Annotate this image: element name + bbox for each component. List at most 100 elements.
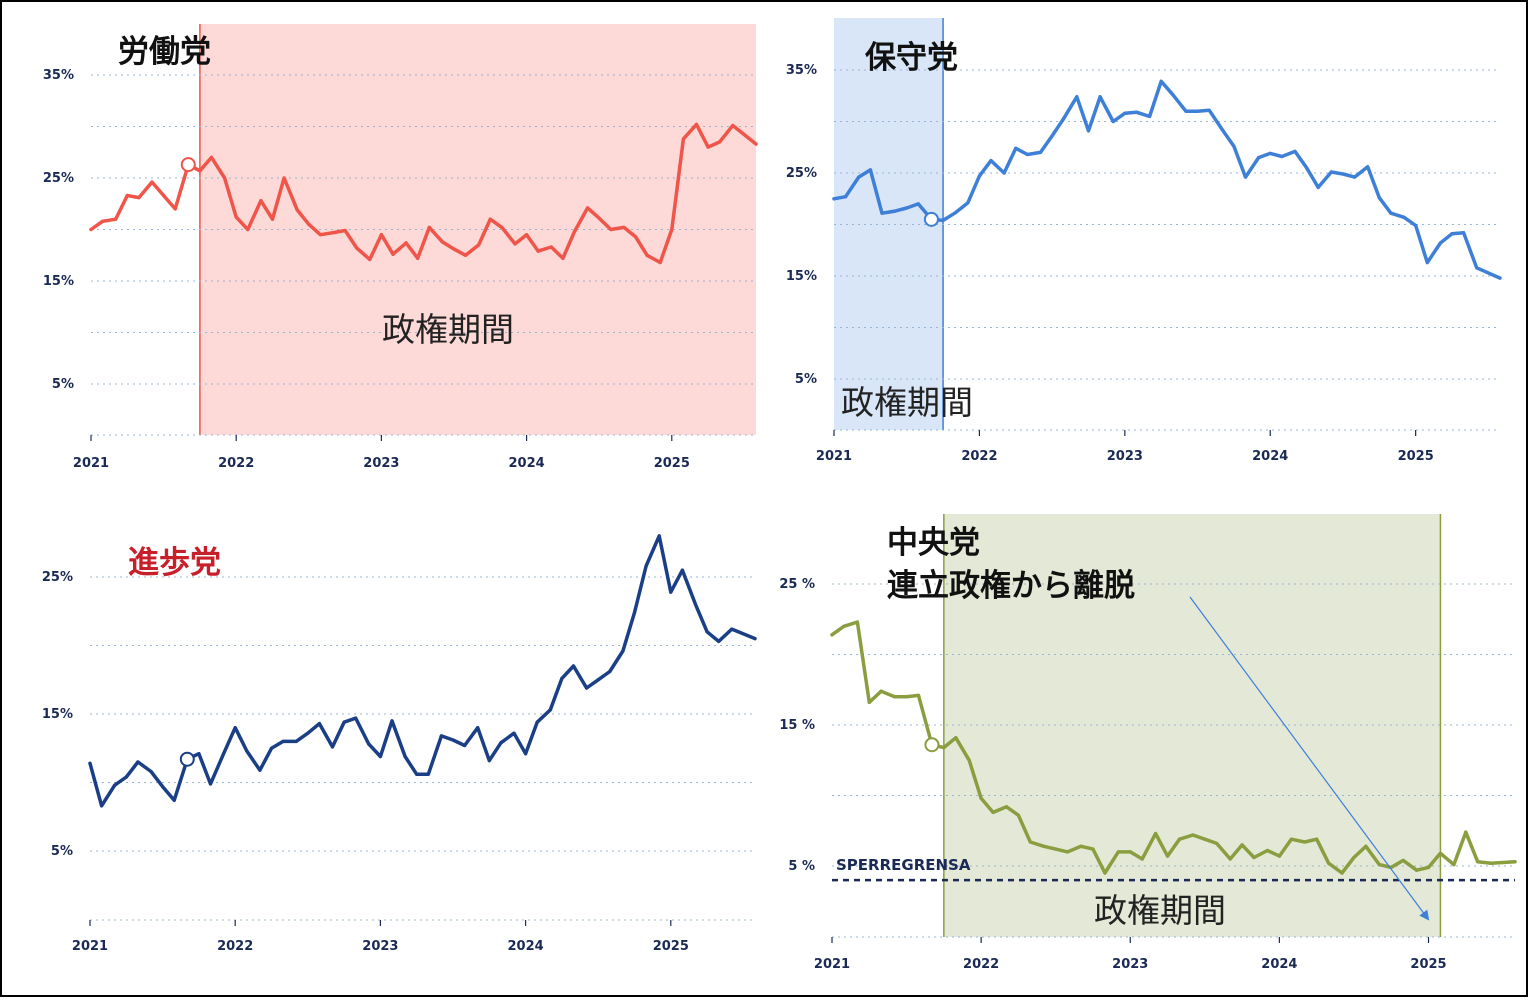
data-point: [1489, 861, 1493, 865]
y-tick-label: 35%: [43, 68, 74, 83]
data-point: [499, 741, 503, 745]
data-point: [1352, 175, 1357, 179]
data-point: [680, 568, 685, 572]
data-point: [173, 207, 177, 211]
x-tick-label: 2022: [963, 957, 999, 972]
data-point: [1414, 223, 1418, 228]
data-point: [368, 257, 372, 261]
data-point: [452, 247, 456, 251]
data-point: [916, 202, 920, 206]
data-point: [880, 211, 884, 215]
data-point: [1243, 175, 1248, 179]
data-point: [390, 719, 394, 723]
x-tick-label: 2021: [814, 957, 850, 972]
x-tick-label: 2023: [363, 456, 399, 471]
data-point: [343, 228, 347, 233]
data-point: [1134, 110, 1139, 114]
data-point: [549, 245, 553, 249]
government-period-shade: [199, 24, 756, 435]
data-point: [404, 241, 408, 245]
data-point: [233, 726, 237, 730]
data-point: [1195, 109, 1200, 113]
data-point: [535, 720, 539, 724]
government-period-label: 政権期間: [1094, 891, 1226, 930]
data-point: [427, 225, 431, 230]
data-point: [209, 155, 214, 159]
data-point: [645, 253, 649, 257]
data-point: [1228, 857, 1232, 861]
data-point: [342, 720, 346, 724]
data-point: [1062, 116, 1066, 121]
data-point: [234, 215, 238, 219]
data-point: [966, 201, 970, 205]
data-point: [1425, 261, 1429, 265]
data-point: [1280, 154, 1284, 159]
data-point: [488, 217, 492, 221]
data-point: [1315, 837, 1319, 841]
data-point: [1042, 844, 1046, 848]
data-point: [905, 206, 909, 210]
x-tick-label: 2024: [507, 939, 543, 954]
panel-subtitle: 連立政権から離脱: [887, 568, 1135, 604]
data-point: [1450, 232, 1454, 236]
data-point: [282, 176, 286, 180]
data-point: [857, 175, 861, 179]
data-point: [730, 627, 734, 631]
data-point: [1240, 843, 1244, 847]
data-point: [1016, 813, 1021, 817]
threshold-label: SPERREGRENSA: [836, 856, 971, 874]
data-point: [330, 745, 335, 749]
data-point: [136, 760, 140, 764]
data-point: [879, 689, 883, 693]
data-point: [1366, 165, 1370, 169]
data-point: [1438, 851, 1443, 855]
data-point: [137, 195, 141, 200]
data-point: [1289, 837, 1293, 841]
data-point: [197, 752, 201, 756]
data-point: [1215, 841, 1219, 846]
data-point: [378, 754, 382, 759]
data-point: [1513, 860, 1517, 864]
data-point: [1002, 171, 1006, 175]
data-point: [1038, 150, 1043, 154]
data-point: [1303, 840, 1307, 844]
x-tick-label: 2025: [1398, 449, 1434, 464]
government-period-label: 政権期間: [841, 383, 973, 422]
data-point: [440, 240, 444, 244]
data-point: [379, 233, 383, 237]
data-point: [150, 180, 154, 184]
data-point: [1140, 857, 1144, 861]
data-point: [416, 256, 420, 260]
panel-title: 進歩党: [128, 545, 221, 581]
data-point: [842, 624, 846, 628]
data-point: [1123, 111, 1127, 115]
x-tick-label: 2024: [508, 456, 544, 471]
y-tick-label: 5%: [52, 377, 74, 392]
y-tick-label: 15 %: [779, 718, 815, 733]
data-point: [977, 174, 982, 178]
x-tick-label: 2025: [654, 456, 690, 471]
data-point: [1326, 861, 1331, 865]
data-point: [367, 742, 371, 746]
data-point: [1498, 276, 1502, 280]
data-point: [621, 649, 625, 653]
x-tick-label: 2023: [1112, 957, 1148, 972]
y-tick-label: 5%: [795, 372, 817, 387]
data-point: [989, 159, 993, 163]
data-point: [597, 216, 601, 220]
data-point: [1159, 79, 1163, 83]
data-point: [832, 197, 836, 201]
data-point: [1341, 172, 1345, 176]
data-point: [513, 242, 517, 246]
data-point: [88, 761, 92, 765]
data-point: [904, 695, 909, 699]
data-point: [596, 678, 600, 682]
x-tick-label: 2025: [653, 939, 689, 954]
data-point: [1025, 152, 1030, 157]
data-point: [463, 743, 467, 748]
data-point: [844, 195, 848, 199]
data-point: [893, 209, 897, 213]
